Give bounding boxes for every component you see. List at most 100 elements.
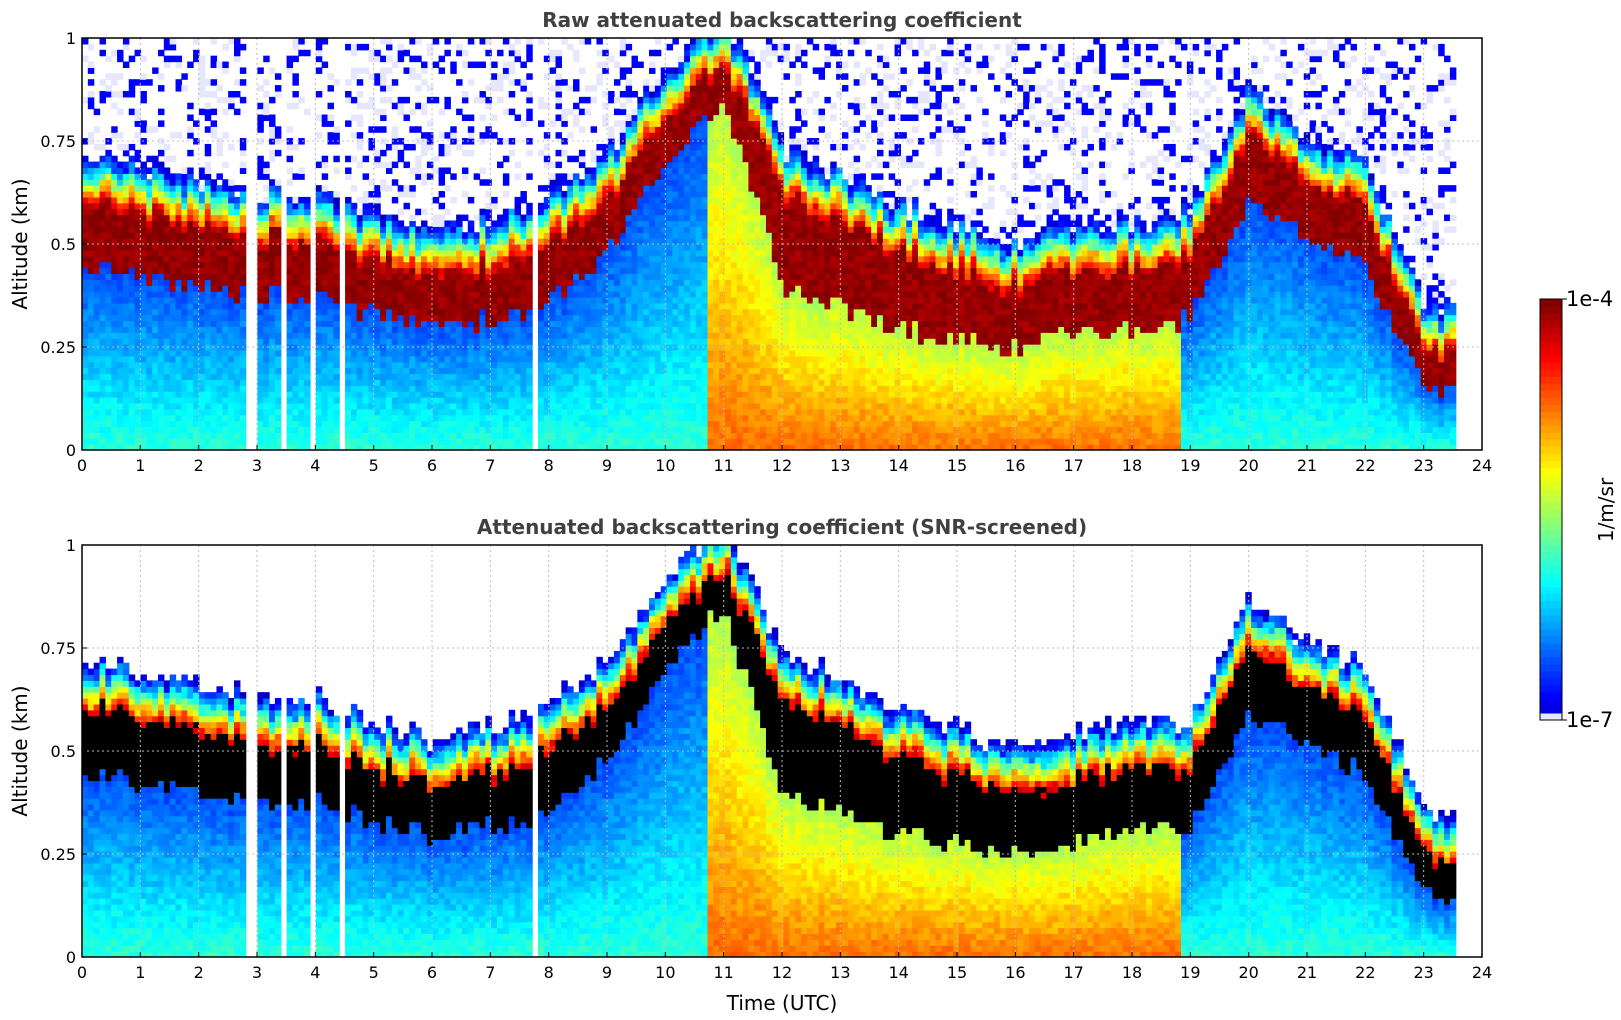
heatmap-cell — [573, 202, 580, 210]
heatmap-cell — [584, 285, 592, 292]
heatmap-cell — [82, 238, 89, 245]
heatmap-cell — [128, 108, 136, 116]
heatmap-cell — [193, 244, 200, 251]
heatmap-cell — [602, 302, 609, 310]
heatmap-cell — [152, 238, 159, 245]
heatmap-cell — [631, 249, 638, 257]
heatmap-cell — [649, 355, 656, 363]
heatmap-cell — [649, 232, 656, 239]
heatmap-cell — [573, 332, 580, 339]
heatmap-cell — [122, 408, 130, 416]
heatmap-cell — [573, 220, 580, 227]
heatmap-cell — [561, 379, 568, 386]
heatmap-cell — [491, 114, 498, 121]
heatmap-cell — [631, 244, 638, 251]
heatmap-cell — [111, 355, 118, 363]
heatmap-cell — [602, 273, 609, 280]
heatmap-cell — [602, 285, 609, 292]
heatmap-cell — [578, 191, 586, 198]
heatmap-cell — [169, 332, 177, 339]
heatmap-cell — [321, 273, 329, 280]
heatmap-cell — [374, 279, 381, 286]
heatmap-cell — [520, 397, 527, 404]
heatmap-cell — [567, 397, 574, 404]
heatmap-cell — [613, 438, 621, 445]
heatmap-cell — [543, 196, 551, 204]
heatmap-cell — [619, 444, 627, 450]
heatmap-cell — [263, 102, 270, 110]
heatmap-cell — [163, 326, 171, 333]
heatmap-cell — [421, 314, 428, 322]
heatmap-cell — [87, 244, 95, 251]
heatmap-cell — [117, 361, 124, 369]
heatmap-cell — [502, 291, 510, 298]
heatmap-cell — [590, 338, 598, 345]
heatmap-cell — [502, 444, 510, 450]
heatmap-cell — [111, 349, 118, 357]
heatmap-cell — [315, 67, 323, 74]
heatmap-cell — [526, 308, 533, 316]
heatmap-cell — [660, 326, 668, 333]
heatmap-cell — [421, 344, 428, 351]
heatmap-cell — [654, 426, 662, 433]
heatmap-cell — [222, 338, 229, 345]
heatmap-cell — [526, 238, 533, 245]
heatmap-cell — [321, 285, 329, 292]
heatmap-cell — [450, 244, 457, 251]
heatmap-cell — [555, 402, 562, 410]
heatmap-cell — [444, 208, 451, 216]
heatmap-cell — [117, 373, 124, 380]
heatmap-cell — [216, 138, 223, 145]
heatmap-cell — [368, 426, 375, 433]
heatmap-cell — [222, 308, 229, 316]
heatmap-cell — [93, 444, 101, 450]
heatmap-cell — [204, 185, 212, 192]
heatmap-cell — [216, 261, 223, 269]
heatmap-cell — [514, 314, 522, 322]
heatmap-cell — [385, 444, 393, 450]
heatmap-cell — [590, 402, 598, 410]
heatmap-cell — [473, 249, 481, 257]
heatmap-cell — [426, 273, 434, 280]
heatmap-cell — [514, 55, 522, 63]
heatmap-cell — [356, 261, 364, 269]
heatmap-cell — [163, 279, 171, 286]
heatmap-cell — [602, 349, 609, 357]
heatmap-cell — [426, 49, 434, 57]
heatmap-cell — [397, 49, 405, 57]
heatmap-cell — [432, 320, 440, 327]
heatmap-cell — [526, 432, 533, 439]
heatmap-cell — [233, 185, 241, 192]
heatmap-cell — [649, 214, 656, 222]
heatmap-cell — [537, 420, 545, 428]
heatmap-cell — [555, 255, 562, 263]
heatmap-cell — [596, 414, 603, 422]
heatmap-cell — [228, 420, 235, 428]
heatmap-cell — [82, 185, 89, 192]
heatmap-cell — [573, 255, 580, 263]
heatmap-cell — [660, 302, 668, 310]
heatmap-cell — [426, 291, 434, 298]
heatmap-cell — [555, 349, 562, 357]
heatmap-cell — [193, 379, 200, 386]
heatmap-cell — [508, 273, 516, 280]
heatmap-cell — [362, 220, 370, 227]
heatmap-cell — [584, 367, 592, 375]
heatmap-cell — [526, 349, 533, 357]
heatmap-cell — [497, 314, 504, 322]
heatmap-cell — [450, 173, 457, 180]
heatmap-cell — [345, 291, 352, 298]
heatmap-cell — [613, 332, 621, 339]
heatmap-cell — [87, 296, 95, 304]
heatmap-cell — [660, 238, 668, 245]
heatmap-cell — [508, 391, 516, 398]
heatmap-cell — [315, 438, 323, 445]
heatmap-cell — [619, 255, 627, 263]
heatmap-cell — [152, 397, 159, 404]
heatmap-cell — [122, 238, 130, 245]
heatmap-cell — [491, 438, 498, 445]
heatmap-cell — [181, 338, 188, 345]
heatmap-cell — [292, 385, 299, 392]
heatmap-cell — [643, 90, 650, 98]
heatmap-cell — [152, 208, 159, 216]
